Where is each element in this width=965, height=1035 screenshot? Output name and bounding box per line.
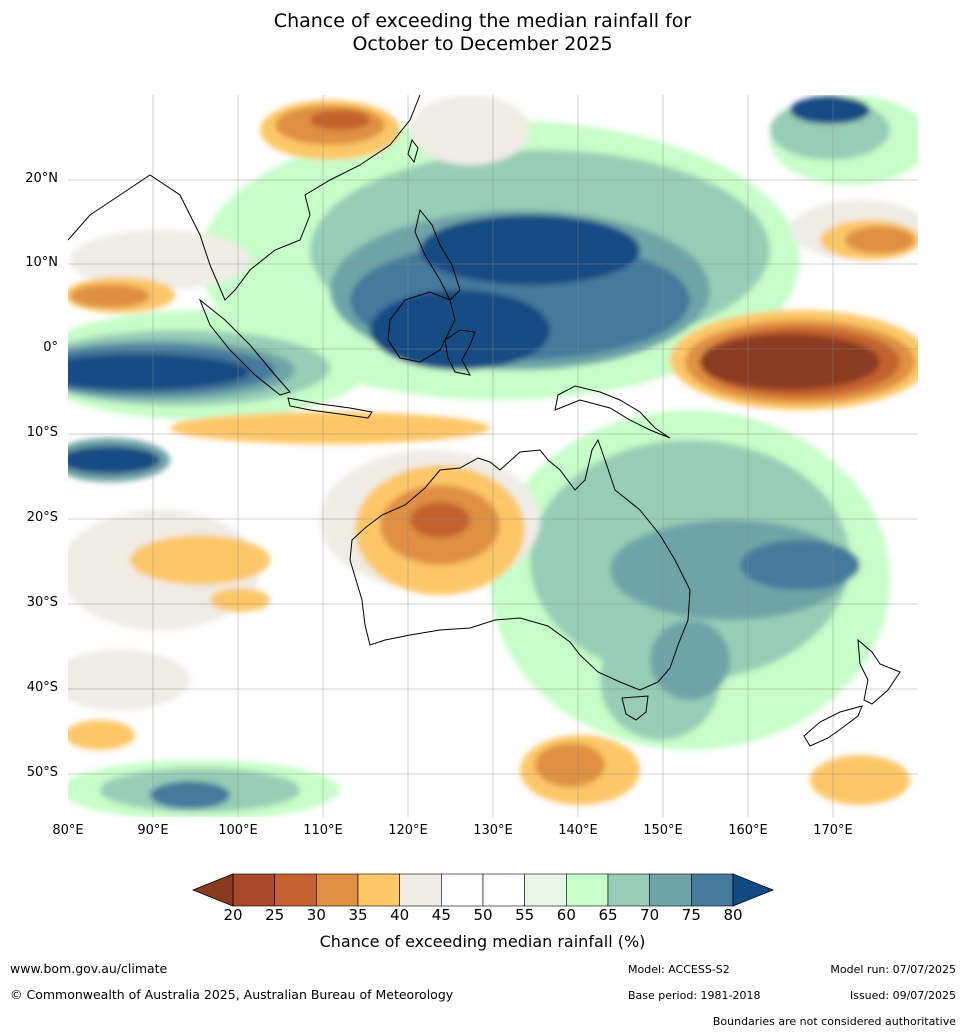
- lon-label-150e: 150°E: [643, 823, 683, 838]
- colorbar-under-arrow: [191, 873, 234, 907]
- lat-label-50s: 50°S: [26, 765, 58, 780]
- colorbar-tick-label: 65: [598, 906, 618, 924]
- new-zealand-south: [803, 705, 863, 747]
- colorbar-segment: [649, 873, 692, 907]
- colorbar-segment: [357, 873, 400, 907]
- lat-label-20n: 20°N: [25, 171, 58, 186]
- asia-coast: [68, 95, 421, 301]
- lon-label-80e: 80°E: [52, 823, 84, 838]
- title-line-2: October to December 2025: [352, 33, 613, 55]
- lon-label-90e: 90°E: [137, 823, 169, 838]
- lon-label-120e: 120°E: [388, 823, 428, 838]
- colorbar-segment: [482, 873, 525, 907]
- lon-label-100e: 100°E: [218, 823, 258, 838]
- colorbar-tick-label: 70: [640, 906, 660, 924]
- map-title: Chance of exceeding the median rainfall …: [0, 10, 965, 56]
- colorbar-over-arrow: [732, 873, 775, 907]
- lon-label-160e: 160°E: [728, 823, 768, 838]
- taiwan-coast: [407, 138, 419, 164]
- lat-label-10s: 10°S: [26, 425, 58, 440]
- copyright-text: © Commonwealth of Australia 2025, Austra…: [10, 987, 454, 1002]
- java-coast: [287, 397, 373, 419]
- tasmania-coast: [621, 695, 649, 721]
- lat-label-40s: 40°S: [26, 680, 58, 695]
- colorbar-segment: [274, 873, 317, 907]
- colorbar-segment: [441, 873, 484, 907]
- colorbar-segment: [566, 873, 609, 907]
- base-period-text: Base period: 1981-2018: [628, 989, 761, 1002]
- colorbar-tick-label: 40: [390, 906, 410, 924]
- new-zealand-north: [857, 638, 901, 705]
- disclaimer-text: Boundaries are not considered authoritat…: [712, 1015, 956, 1028]
- colorbar-segment: [524, 873, 567, 907]
- website-link[interactable]: www.bom.gov.au/climate: [10, 961, 168, 976]
- probability-field: [68, 95, 918, 817]
- model-text: Model: ACCESS-S2: [628, 963, 730, 976]
- lat-label-20s: 20°S: [26, 510, 58, 525]
- colorbar-tick-label: 35: [348, 906, 368, 924]
- coastlines: [68, 95, 901, 747]
- sulawesi-coast: [444, 329, 476, 376]
- lon-label-140e: 140°E: [558, 823, 598, 838]
- issued-text: Issued: 09/07/2025: [849, 989, 956, 1002]
- new-guinea-coast: [554, 385, 671, 439]
- colorbar-label: Chance of exceeding median rainfall (%): [319, 932, 646, 951]
- colorbar-tick-label: 60: [556, 906, 576, 924]
- colorbar-segments: [232, 873, 734, 907]
- lon-label-170e: 170°E: [813, 823, 853, 838]
- lon-label-130e: 130°E: [473, 823, 513, 838]
- colorbar-tick-label: 50: [473, 906, 493, 924]
- lat-label-10n: 10°N: [25, 255, 58, 270]
- lat-label-30s: 30°S: [26, 595, 58, 610]
- colorbar-tick-label: 20: [223, 906, 243, 924]
- colorbar-tick-label: 55: [515, 906, 535, 924]
- colorbar-segment: [399, 873, 442, 907]
- colorbar-tick-label: 75: [681, 906, 701, 924]
- colorbar-tick-label: 25: [265, 906, 285, 924]
- colorbar-segment: [316, 873, 359, 907]
- colorbar-tick-label: 30: [306, 906, 326, 924]
- model-run-text: Model run: 07/07/2025: [830, 963, 956, 976]
- lat-label-0: 0°: [43, 340, 58, 355]
- lon-label-110e: 110°E: [303, 823, 343, 838]
- australia-coast: [349, 438, 691, 691]
- sumatra-coast: [198, 298, 291, 396]
- colorbar-tick-label: 80: [723, 906, 743, 924]
- colorbar-tick-label: 45: [431, 906, 451, 924]
- philippines-coast: [414, 208, 461, 301]
- colorbar-segment: [691, 873, 734, 907]
- title-line-1: Chance of exceeding the median rainfall …: [273, 10, 692, 32]
- colorbar-segment: [607, 873, 650, 907]
- colorbar-segment: [232, 873, 275, 907]
- borneo-coast: [387, 291, 456, 363]
